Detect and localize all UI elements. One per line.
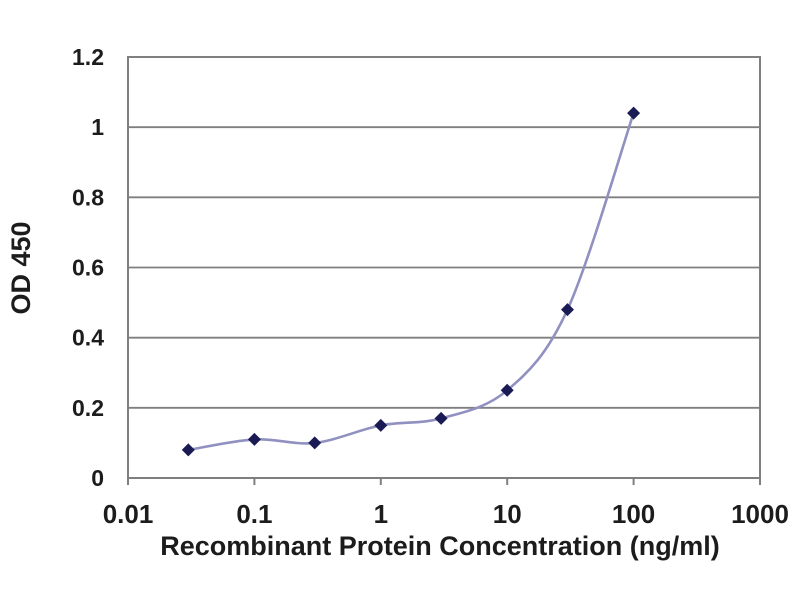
data-point-markers xyxy=(181,106,641,457)
y-tick-labels: 0 0.2 0.4 0.6 0.8 1 1.2 xyxy=(72,44,104,491)
y-tick-label: 0.4 xyxy=(72,325,104,351)
y-tick-label: 0.8 xyxy=(72,184,104,210)
x-tick-label: 0.01 xyxy=(103,499,154,529)
data-point-marker xyxy=(561,303,575,317)
x-tick-label: 10 xyxy=(493,499,522,529)
data-point-marker xyxy=(247,432,261,446)
y-tick-label: 0.2 xyxy=(72,395,104,421)
y-tick-label: 0 xyxy=(91,465,104,491)
x-tick-label: 100 xyxy=(612,499,655,529)
data-point-marker xyxy=(500,383,514,397)
x-tick-label: 1000 xyxy=(731,499,789,529)
y-tick-label: 1 xyxy=(91,114,104,140)
y-axis-title: OD 450 xyxy=(6,221,36,314)
series-line xyxy=(188,112,635,452)
x-tick-labels: 0.01 0.1 1 10 100 1000 xyxy=(103,499,789,529)
data-point-marker xyxy=(181,443,195,457)
x-axis-title: Recombinant Protein Concentration (ng/ml… xyxy=(160,531,720,561)
x-tick-label: 0.1 xyxy=(236,499,272,529)
data-point-marker xyxy=(627,106,641,120)
y-tick-label: 1.2 xyxy=(72,44,104,70)
data-point-marker xyxy=(374,418,388,432)
x-tick-label: 1 xyxy=(374,499,388,529)
data-point-marker xyxy=(434,411,448,425)
plot-area-border xyxy=(127,56,761,479)
x-axis-tick-marks xyxy=(127,478,761,485)
y-tick-label: 0.6 xyxy=(72,255,104,281)
data-point-marker xyxy=(308,436,322,450)
